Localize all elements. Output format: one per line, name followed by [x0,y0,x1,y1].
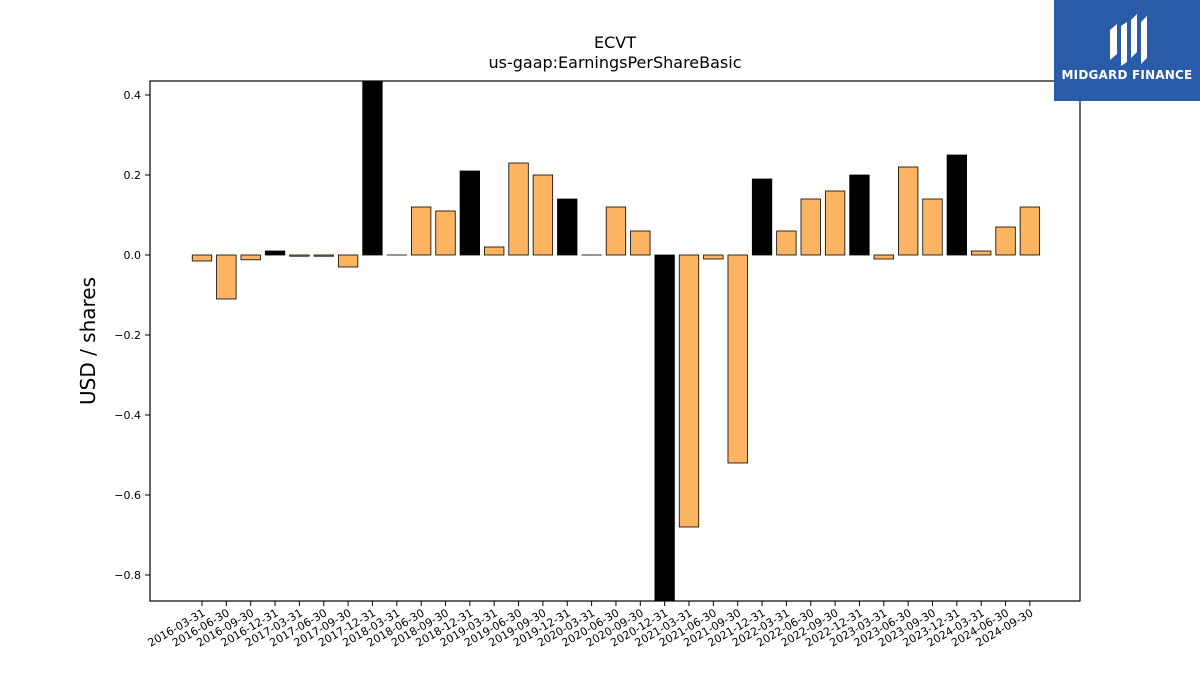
bar-2023-09-30 [922,198,943,256]
bar-2020-09-30 [630,230,651,256]
bar-2021-03-31 [678,254,700,528]
midgard-logo-icon [1110,14,1147,66]
bar-2022-09-30 [824,190,846,256]
chart-subtitle: us-gaap:EarningsPerShareBasic [488,53,741,72]
y-tick-label: −0.4 [114,409,141,422]
plot-frame [149,80,1081,602]
y-tick-label: −0.6 [114,489,141,502]
logo: MIDGARD FINANCE [1054,0,1200,101]
logo-text: MIDGARD FINANCE [1061,68,1193,82]
y-axis-ticks: −0.8 −0.6 −0.4 −0.2 0.0 0.2 0.4 [114,89,150,582]
y-tick-label: 0.4 [124,89,142,102]
x-axis-ticks: 2016-03-312016-06-302016-09-302016-12-31… [146,601,1035,650]
bar-2023-03-31 [873,254,894,260]
bar-2017-09-30 [337,254,359,268]
bar-2021-06-30 [703,254,724,260]
bar-2019-09-30 [532,174,554,256]
bar-2021-12-31 [751,178,773,256]
bar-2017-03-31 [289,254,310,257]
y-tick-label: −0.2 [114,329,141,342]
bar-2016-12-31 [264,250,286,256]
y-axis-label: USD / shares [76,277,100,405]
y-tick-label: −0.8 [114,569,141,582]
bar-2017-06-30 [313,254,334,257]
bar-2021-09-30 [727,254,748,464]
bar-2022-12-31 [849,174,870,256]
chart-title: ECVT [594,33,636,52]
bar-2018-09-30 [435,210,456,256]
bar-2017-12-31 [362,80,383,256]
bar-2020-12-31 [654,254,675,602]
bar-2023-12-31 [946,154,967,256]
bar-2022-03-31 [776,230,797,256]
bar-2018-12-31 [459,170,481,256]
bar-2018-06-30 [410,206,432,256]
bar-2016-06-30 [216,254,237,300]
bar-2016-03-31 [191,254,213,262]
bar-2019-06-30 [508,162,529,256]
bar-2020-06-30 [605,206,627,256]
bar-2019-12-31 [557,198,578,256]
bar-2024-09-30 [1019,206,1041,256]
bar-2024-06-30 [995,226,1016,256]
bar-2016-09-30 [240,254,261,261]
y-tick-label: 0.0 [124,249,142,262]
bar-2024-03-31 [971,250,992,256]
y-tick-label: 0.2 [124,169,142,182]
bars-group [191,80,1041,602]
bar-2022-06-30 [800,198,821,256]
bar-2023-06-30 [898,166,919,256]
bar-2019-03-31 [484,246,505,256]
